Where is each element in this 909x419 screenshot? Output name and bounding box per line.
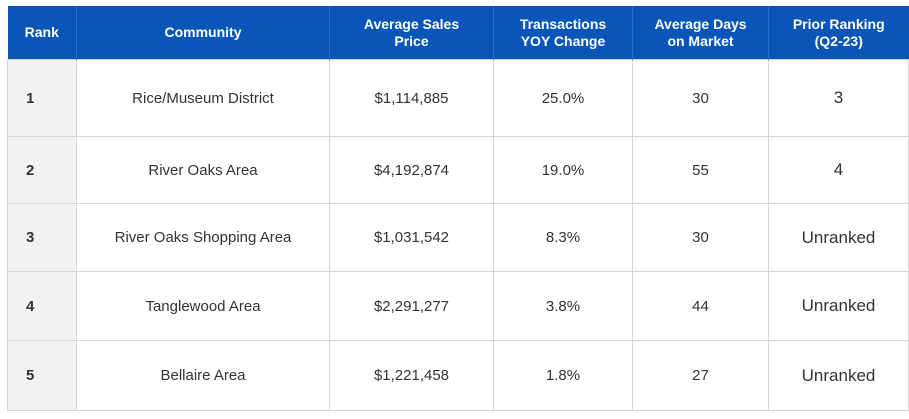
cell-prior: 4 <box>768 136 909 204</box>
cell-community: River Oaks Shopping Area <box>76 203 330 272</box>
cell-yoy: 25.0% <box>493 59 633 137</box>
cell-days: 30 <box>632 59 769 137</box>
cell-days: 55 <box>632 136 769 204</box>
header-line: YOY Change <box>520 32 606 49</box>
cell-days: 30 <box>632 203 769 272</box>
cell-days: 27 <box>632 340 769 411</box>
header-community: Community <box>76 6 330 60</box>
header-line: Transactions <box>519 15 607 32</box>
cell-community: Rice/Museum District <box>76 59 330 137</box>
cell-prior: 3 <box>768 59 909 137</box>
cell-days: 44 <box>632 271 769 341</box>
header-community-label: Community <box>164 24 242 40</box>
table-row: 4 Tanglewood Area $2,291,277 3.8% 44 Unr… <box>7 271 909 341</box>
cell-yoy: 8.3% <box>493 203 633 272</box>
cell-prior: Unranked <box>768 203 909 272</box>
cell-rank: 3 <box>7 203 77 272</box>
table-row: 1 Rice/Museum District $1,114,885 25.0% … <box>7 59 909 137</box>
header-line: Prior Ranking <box>792 15 885 32</box>
cell-price: $1,221,458 <box>329 340 494 411</box>
cell-rank: 4 <box>7 271 77 341</box>
header-average-sales-price: Average Sales Price <box>329 6 494 60</box>
header-line: Average Days <box>654 15 747 32</box>
cell-price: $1,031,542 <box>329 203 494 272</box>
cell-yoy: 1.8% <box>493 340 633 411</box>
cell-rank: 2 <box>7 136 77 204</box>
cell-yoy: 3.8% <box>493 271 633 341</box>
header-rank-label: Rank <box>24 24 59 40</box>
header-row: Rank Community Average Sales Price Transa… <box>7 6 909 60</box>
table-row: 5 Bellaire Area $1,221,458 1.8% 27 Unran… <box>7 340 909 411</box>
table-row: 3 River Oaks Shopping Area $1,031,542 8.… <box>7 203 909 272</box>
table-row: 2 River Oaks Area $4,192,874 19.0% 55 4 <box>7 136 909 204</box>
cell-community: Tanglewood Area <box>76 271 330 341</box>
cell-prior: Unranked <box>768 271 909 341</box>
header-transactions-yoy: Transactions YOY Change <box>493 6 633 60</box>
cell-yoy: 19.0% <box>493 136 633 204</box>
cell-rank: 5 <box>7 340 77 411</box>
header-prior-ranking: Prior Ranking (Q2-23) <box>768 6 909 60</box>
cell-price: $2,291,277 <box>329 271 494 341</box>
community-ranking-table: Rank Community Average Sales Price Transa… <box>7 6 909 411</box>
header-line: on Market <box>667 32 734 49</box>
header-line: (Q2-23) <box>814 32 863 49</box>
header-line: Average Sales <box>363 15 460 32</box>
cell-price: $1,114,885 <box>329 59 494 137</box>
cell-community: River Oaks Area <box>76 136 330 204</box>
header-rank: Rank <box>7 6 77 60</box>
cell-price: $4,192,874 <box>329 136 494 204</box>
header-average-days: Average Days on Market <box>632 6 769 60</box>
cell-prior: Unranked <box>768 340 909 411</box>
cell-community: Bellaire Area <box>76 340 330 411</box>
cell-rank: 1 <box>7 59 77 137</box>
header-line: Price <box>394 32 429 49</box>
